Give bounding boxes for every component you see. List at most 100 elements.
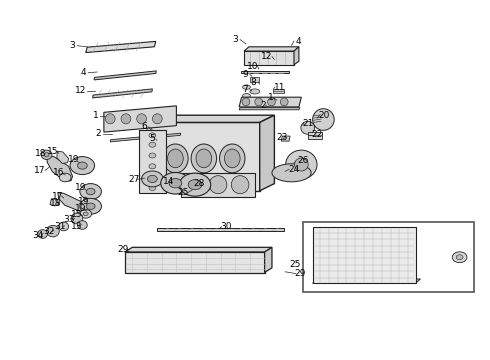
Ellipse shape	[149, 153, 156, 158]
Ellipse shape	[242, 98, 250, 106]
Text: 29: 29	[118, 246, 129, 254]
Polygon shape	[244, 51, 294, 65]
Polygon shape	[244, 47, 299, 51]
Ellipse shape	[161, 172, 190, 194]
Text: 4: 4	[295, 37, 301, 46]
Text: 33: 33	[63, 215, 74, 224]
Text: 26: 26	[297, 156, 309, 166]
Ellipse shape	[286, 150, 317, 179]
Ellipse shape	[71, 213, 83, 224]
Text: 21: 21	[302, 119, 314, 128]
Polygon shape	[93, 89, 152, 98]
Text: 23: 23	[276, 133, 288, 142]
Text: 9: 9	[243, 70, 248, 79]
Polygon shape	[86, 41, 156, 53]
Ellipse shape	[456, 255, 463, 260]
Ellipse shape	[105, 114, 115, 124]
Polygon shape	[239, 108, 300, 110]
Polygon shape	[94, 71, 156, 80]
Bar	[250, 77, 259, 82]
Text: 30: 30	[220, 222, 232, 231]
Text: 31: 31	[54, 222, 66, 231]
Ellipse shape	[188, 180, 202, 190]
Ellipse shape	[255, 98, 263, 106]
Polygon shape	[57, 151, 69, 163]
Text: 17: 17	[34, 166, 46, 175]
Text: 18: 18	[35, 149, 47, 158]
Ellipse shape	[196, 149, 212, 168]
Text: 17: 17	[52, 192, 64, 201]
Ellipse shape	[209, 176, 227, 194]
Ellipse shape	[44, 153, 49, 157]
Ellipse shape	[168, 149, 183, 168]
Text: 14: 14	[163, 177, 175, 186]
Polygon shape	[58, 193, 92, 214]
Polygon shape	[239, 97, 301, 107]
Ellipse shape	[86, 203, 95, 210]
Ellipse shape	[243, 85, 250, 89]
Polygon shape	[50, 199, 59, 206]
Polygon shape	[139, 130, 166, 193]
Ellipse shape	[83, 212, 88, 216]
Ellipse shape	[80, 210, 92, 218]
Ellipse shape	[41, 150, 52, 159]
Ellipse shape	[153, 138, 159, 144]
Ellipse shape	[142, 171, 163, 187]
Ellipse shape	[250, 89, 260, 94]
Text: 34: 34	[32, 231, 44, 240]
Ellipse shape	[152, 114, 162, 124]
Ellipse shape	[268, 98, 275, 106]
Ellipse shape	[313, 109, 334, 130]
Text: 16: 16	[52, 168, 64, 177]
Ellipse shape	[77, 162, 87, 169]
Polygon shape	[157, 228, 284, 231]
Ellipse shape	[224, 149, 240, 168]
Polygon shape	[260, 115, 274, 191]
Text: 5: 5	[149, 135, 155, 144]
Text: 8: 8	[250, 78, 256, 87]
Ellipse shape	[59, 222, 69, 231]
Text: 6: 6	[141, 122, 147, 131]
Text: 19: 19	[77, 197, 89, 206]
Polygon shape	[125, 252, 265, 273]
Text: 13: 13	[71, 222, 83, 231]
Polygon shape	[47, 156, 73, 181]
Polygon shape	[149, 122, 260, 191]
Text: 32: 32	[43, 227, 55, 236]
Ellipse shape	[149, 175, 156, 180]
Text: 7: 7	[242, 85, 248, 94]
Polygon shape	[241, 71, 289, 73]
Ellipse shape	[191, 144, 217, 173]
Text: 3: 3	[232, 35, 238, 44]
Ellipse shape	[149, 142, 156, 147]
Polygon shape	[313, 279, 420, 283]
Ellipse shape	[147, 175, 157, 183]
Polygon shape	[104, 106, 176, 132]
Text: 22: 22	[311, 130, 322, 139]
Text: 4: 4	[80, 68, 86, 77]
Ellipse shape	[121, 114, 131, 124]
Text: 12: 12	[74, 86, 86, 95]
Text: 19: 19	[75, 183, 87, 192]
Ellipse shape	[47, 225, 59, 237]
Text: 2: 2	[95, 130, 101, 139]
Text: 24: 24	[289, 165, 299, 174]
Ellipse shape	[147, 128, 152, 135]
Ellipse shape	[149, 185, 156, 190]
Ellipse shape	[243, 94, 250, 98]
Text: 11: 11	[273, 83, 285, 92]
Ellipse shape	[70, 157, 95, 175]
Text: 1: 1	[268, 93, 273, 102]
Ellipse shape	[38, 230, 48, 238]
Ellipse shape	[179, 173, 211, 196]
Text: 10: 10	[247, 62, 259, 71]
Ellipse shape	[80, 184, 101, 199]
Text: 12: 12	[261, 52, 273, 61]
Bar	[273, 89, 284, 93]
Ellipse shape	[294, 158, 308, 171]
Bar	[308, 132, 322, 139]
Ellipse shape	[187, 176, 205, 194]
Ellipse shape	[272, 164, 311, 182]
Text: 25: 25	[177, 189, 189, 197]
Polygon shape	[265, 247, 272, 273]
